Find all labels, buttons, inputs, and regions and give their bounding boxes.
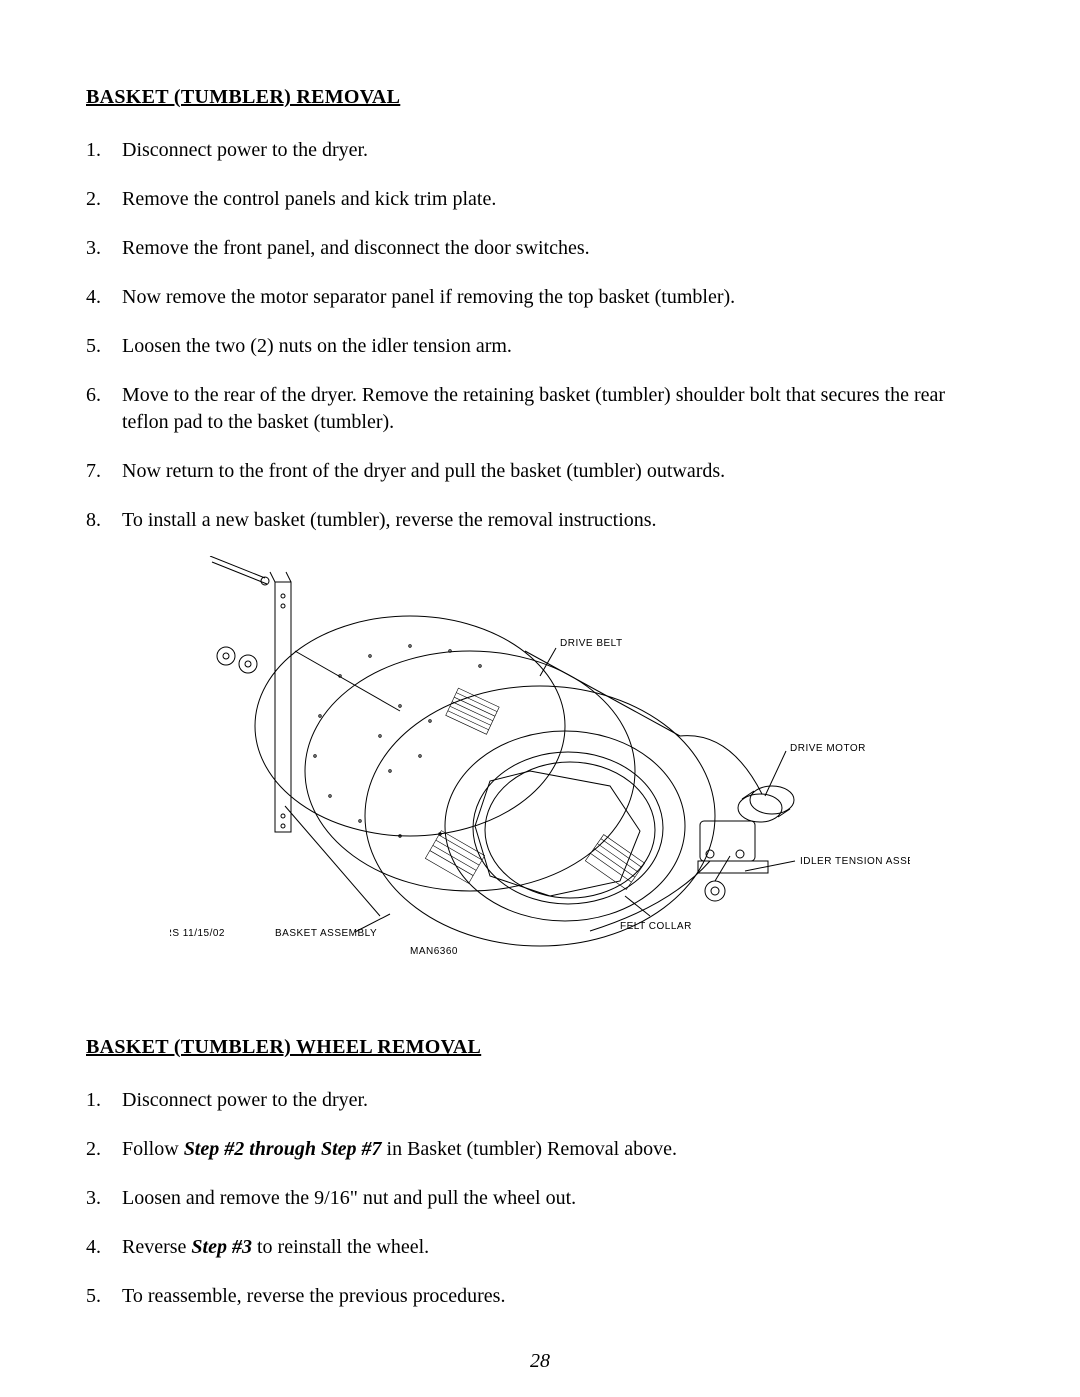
section2-steps: Disconnect power to the dryer. Follow St… <box>86 1087 994 1310</box>
list-item: Remove the front panel, and disconnect t… <box>86 235 994 262</box>
section2-title: BASKET (TUMBLER) WHEEL REMOVAL <box>86 1036 994 1059</box>
section1-steps: Disconnect power to the dryer. Remove th… <box>86 137 994 534</box>
step4-em: Step #3 <box>191 1236 252 1258</box>
step2-pre: Follow <box>122 1138 184 1160</box>
fig-label-ref-code: MAN6360 <box>410 946 458 957</box>
page-number: 28 <box>0 1350 1080 1373</box>
list-item: Loosen and remove the 9/16" nut and pull… <box>86 1185 994 1212</box>
list-item: Now remove the motor separator panel if … <box>86 284 994 311</box>
list-item: Reverse Step #3 to reinstall the wheel. <box>86 1234 994 1261</box>
list-item: Remove the control panels and kick trim … <box>86 186 994 213</box>
fig-label-ref-date: SRS 11/15/02 <box>170 928 225 939</box>
list-item: Move to the rear of the dryer. Remove th… <box>86 382 994 436</box>
document-page: BASKET (TUMBLER) REMOVAL Disconnect powe… <box>0 0 1080 1397</box>
fig-label-drive-belt: DRIVE BELT <box>560 638 623 649</box>
list-item: Now return to the front of the dryer and… <box>86 458 994 485</box>
fig-label-drive-motor: DRIVE MOTOR <box>790 743 866 754</box>
step4-pre: Reverse <box>122 1236 191 1258</box>
fig-label-felt-collar: FELT COLLAR <box>620 921 692 932</box>
list-item: To install a new basket (tumbler), rever… <box>86 507 994 534</box>
list-item: Follow Step #2 through Step #7 in Basket… <box>86 1136 994 1163</box>
step4-post: to reinstall the wheel. <box>252 1236 429 1258</box>
section1-title: BASKET (TUMBLER) REMOVAL <box>86 86 994 109</box>
list-item: Disconnect power to the dryer. <box>86 1087 994 1114</box>
step2-post: in Basket (tumbler) Removal above. <box>382 1138 677 1160</box>
list-item: Disconnect power to the dryer. <box>86 137 994 164</box>
basket-tumbler-figure: DRIVE BELT DRIVE MOTOR IDLER TENSION ASS… <box>86 556 994 976</box>
fig-label-basket-assembly: BASKET ASSEMBLY <box>275 928 377 939</box>
list-item: To reassemble, reverse the previous proc… <box>86 1283 994 1310</box>
fig-label-idler-tension: IDLER TENSION ASSEMBLY <box>800 856 910 867</box>
step2-em: Step #2 through Step #7 <box>184 1138 382 1160</box>
list-item: Loosen the two (2) nuts on the idler ten… <box>86 333 994 360</box>
